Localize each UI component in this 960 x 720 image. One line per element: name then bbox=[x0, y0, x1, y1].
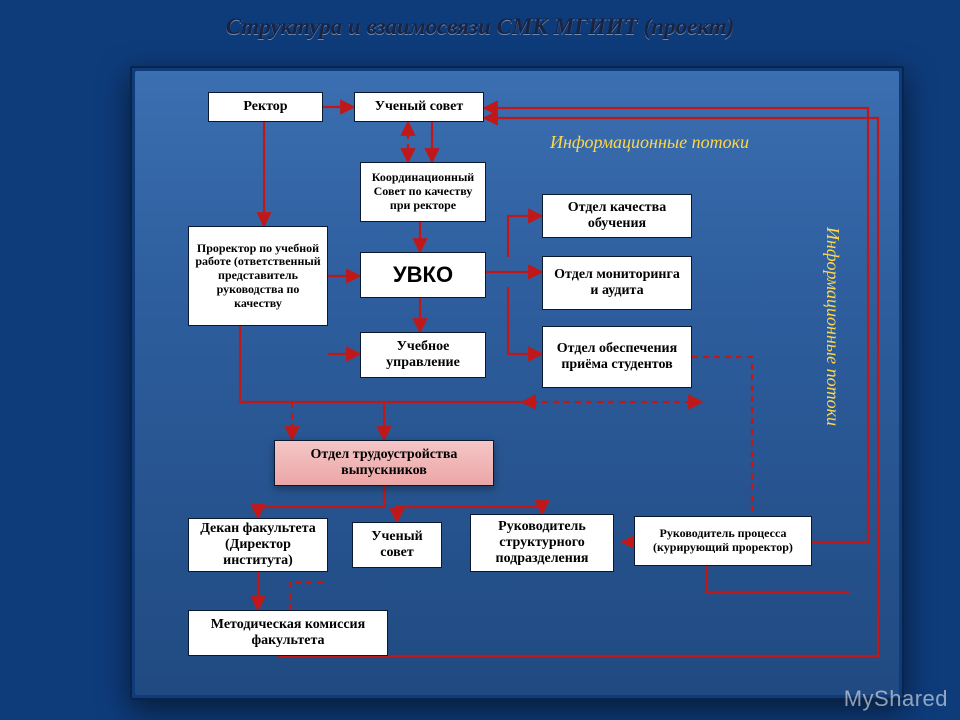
box-coord: Координационный Совет по качеству при ре… bbox=[360, 162, 486, 222]
box-metkom: Методическая комиссия факультета bbox=[188, 610, 388, 656]
box-rector: Ректор bbox=[208, 92, 323, 122]
box-dekan: Декан факультета (Директор института) bbox=[188, 518, 328, 572]
box-uvko: УВКО bbox=[360, 252, 486, 298]
box-otd_trud: Отдел трудоустройства выпускников bbox=[274, 440, 494, 486]
box-ruk_str: Руководитель структурного подразделения bbox=[470, 514, 614, 572]
diagram-panel: Информационные потоки Информационные пот… bbox=[130, 66, 904, 700]
box-ruk_proc: Руководитель процесса (курирующий прорек… bbox=[634, 516, 812, 566]
label-info-flows-horizontal: Информационные потоки bbox=[550, 132, 749, 153]
box-otd_mon: Отдел мониторинга и аудита bbox=[542, 256, 692, 310]
box-otd_obes: Отдел обеспечения приёма студентов bbox=[542, 326, 692, 388]
watermark: MyShared bbox=[844, 686, 948, 712]
panel-inner bbox=[135, 71, 899, 695]
box-otd_kach: Отдел качества обучения bbox=[542, 194, 692, 238]
page-title: Структура и взаимосвязи СМК МГИИТ (проек… bbox=[0, 14, 960, 40]
box-prorector: Проректор по учебной работе (ответственн… bbox=[188, 226, 328, 326]
box-council2: Ученый совет bbox=[352, 522, 442, 568]
box-uchupr: Учебное управление bbox=[360, 332, 486, 378]
label-info-flows-vertical: Информационные потоки bbox=[822, 227, 843, 426]
box-council1: Ученый совет bbox=[354, 92, 484, 122]
